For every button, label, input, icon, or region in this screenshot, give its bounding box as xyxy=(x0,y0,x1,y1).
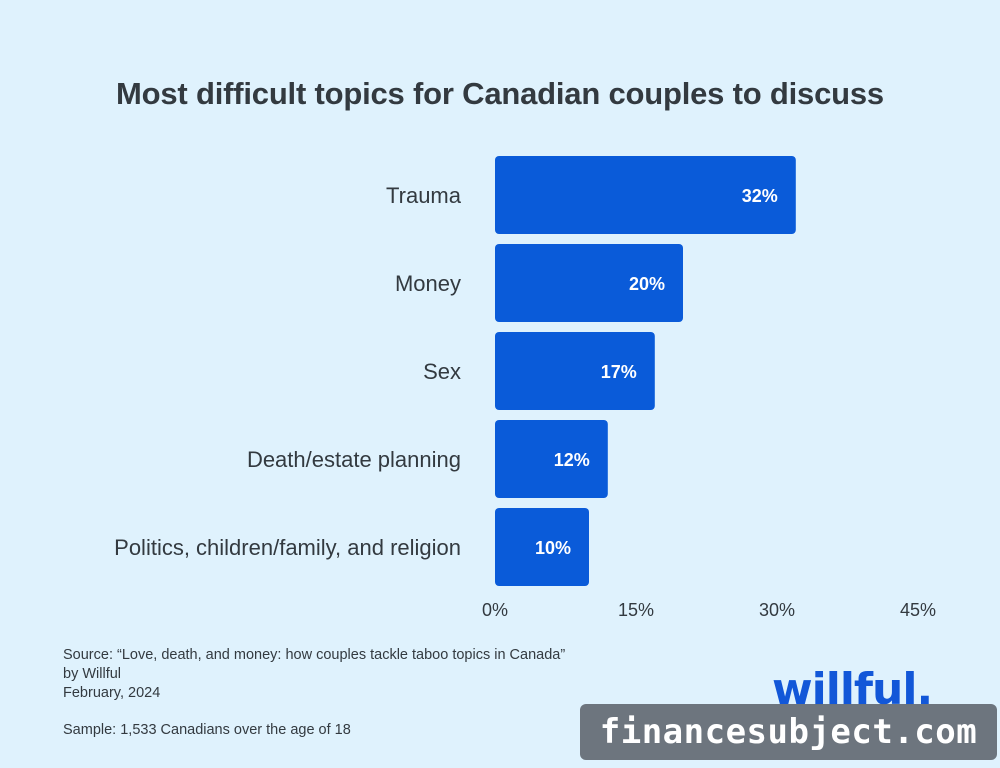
source-line-2: by Willful xyxy=(63,666,122,682)
category-label-4: Politics, children/family, and religion xyxy=(114,535,461,560)
value-label-1: 20% xyxy=(629,274,665,294)
value-label-3: 12% xyxy=(554,450,590,470)
x-tick-label-2: 30% xyxy=(759,600,795,620)
source-line-1: Source: “Love, death, and money: how cou… xyxy=(63,647,566,663)
x-tick-label-3: 45% xyxy=(900,600,936,620)
source-note: Source: “Love, death, and money: how cou… xyxy=(63,646,565,703)
category-label-0: Trauma xyxy=(386,183,462,208)
chart-title: Most difficult topics for Canadian coupl… xyxy=(116,76,884,111)
category-label-1: Money xyxy=(395,271,461,296)
x-tick-label-1: 15% xyxy=(618,600,654,620)
category-label-3: Death/estate planning xyxy=(247,447,461,472)
category-label-2: Sex xyxy=(423,359,461,384)
bar-chart: Trauma 32% Money 20% Sex 17% Death/estate plan… xyxy=(114,156,936,620)
bar-0 xyxy=(495,156,796,234)
source-line-3: February, 2024 xyxy=(63,685,161,701)
watermark: financesubject.com xyxy=(580,704,997,760)
bar-1 xyxy=(495,244,683,322)
bar-4 xyxy=(495,508,589,586)
bar-2 xyxy=(495,332,655,410)
value-label-2: 17% xyxy=(601,362,637,382)
x-tick-label-0: 0% xyxy=(482,600,508,620)
watermark-text: financesubject.com xyxy=(599,712,978,752)
bar-3 xyxy=(495,420,608,498)
value-label-0: 32% xyxy=(742,186,778,206)
value-label-4: 10% xyxy=(535,538,571,558)
sample-note: Sample: 1,533 Canadians over the age of … xyxy=(63,722,351,738)
